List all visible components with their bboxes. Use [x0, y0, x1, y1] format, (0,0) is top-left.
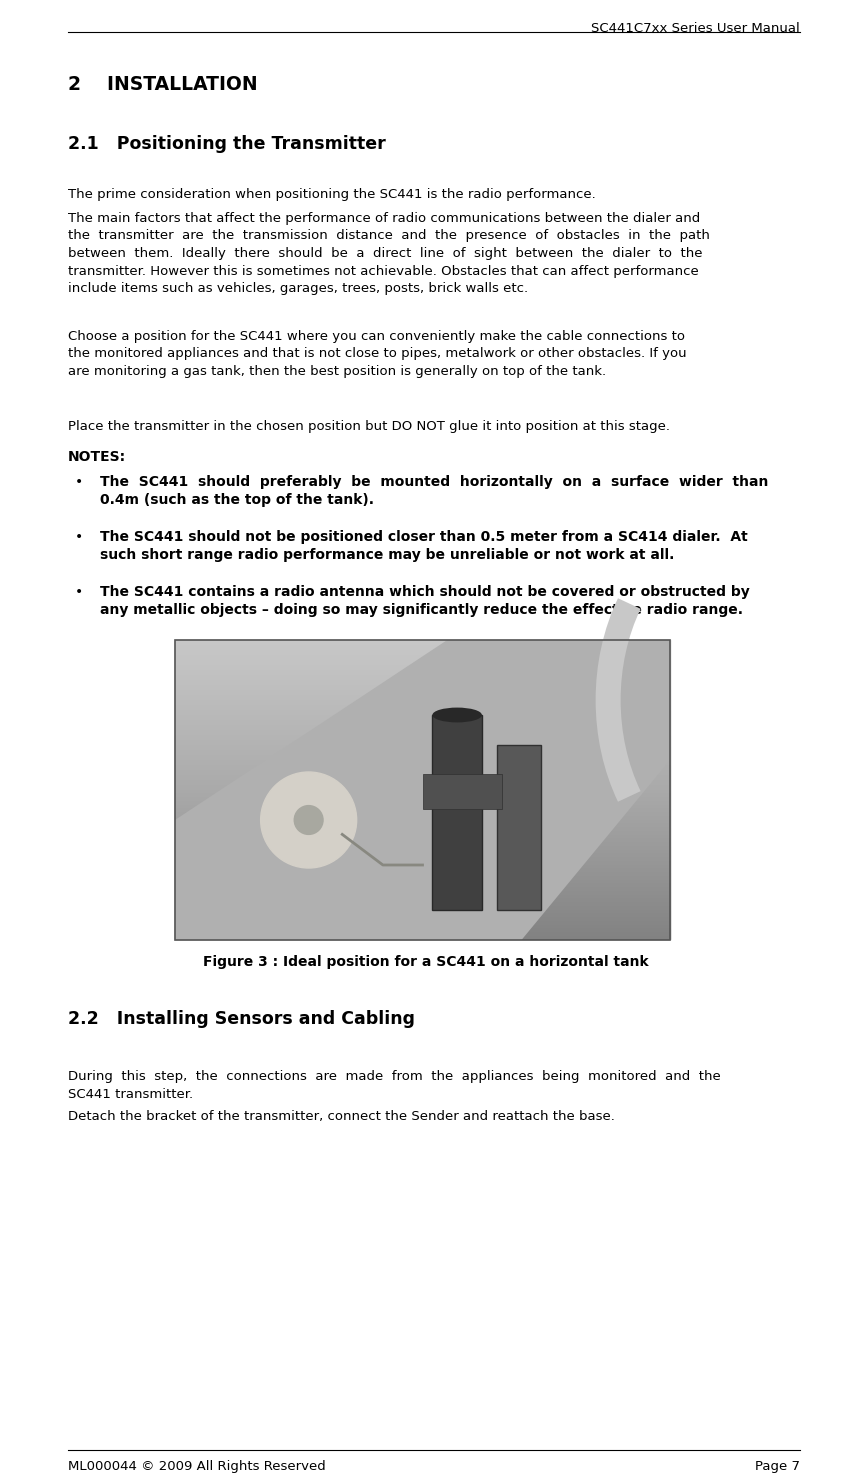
Text: The SC441 contains a radio antenna which should not be covered or obstructed by
: The SC441 contains a radio antenna which…	[100, 585, 750, 617]
Text: The  SC441  should  preferably  be  mounted  horizontally  on  a  surface  wider: The SC441 should preferably be mounted h…	[100, 475, 769, 508]
Polygon shape	[175, 640, 670, 939]
Text: •: •	[75, 530, 83, 545]
Bar	[497, 745, 541, 910]
Bar	[175, 640, 670, 939]
Text: ML000044 © 2009 All Rights Reserved: ML000044 © 2009 All Rights Reserved	[68, 1460, 325, 1474]
Text: 2.1   Positioning the Transmitter: 2.1 Positioning the Transmitter	[68, 135, 386, 153]
Bar	[423, 773, 502, 809]
Text: •: •	[75, 585, 83, 600]
Text: The prime consideration when positioning the SC441 is the radio performance.: The prime consideration when positioning…	[68, 188, 596, 200]
Text: The main factors that affect the performance of radio communications between the: The main factors that affect the perform…	[68, 212, 710, 295]
Ellipse shape	[433, 708, 482, 723]
Text: The SC441 should not be positioned closer than 0.5 meter from a SC414 dialer.  A: The SC441 should not be positioned close…	[100, 530, 748, 562]
Bar	[433, 715, 482, 910]
Text: Detach the bracket of the transmitter, connect the Sender and reattach the base.: Detach the bracket of the transmitter, c…	[68, 1110, 615, 1123]
Text: Place the transmitter in the chosen position but DO NOT glue it into position at: Place the transmitter in the chosen posi…	[68, 420, 670, 433]
Text: Choose a position for the SC441 where you can conveniently make the cable connec: Choose a position for the SC441 where yo…	[68, 329, 687, 378]
Text: 2.2   Installing Sensors and Cabling: 2.2 Installing Sensors and Cabling	[68, 1011, 415, 1028]
Text: Figure 3 : Ideal position for a SC441 on a horizontal tank: Figure 3 : Ideal position for a SC441 on…	[203, 956, 649, 969]
Text: NOTES:: NOTES:	[68, 450, 126, 464]
Text: During  this  step,  the  connections  are  made  from  the  appliances  being  : During this step, the connections are ma…	[68, 1070, 721, 1101]
Circle shape	[261, 772, 357, 868]
Text: SC441C7xx Series User Manual: SC441C7xx Series User Manual	[591, 22, 800, 36]
Text: •: •	[75, 475, 83, 490]
Text: 2    INSTALLATION: 2 INSTALLATION	[68, 76, 257, 93]
Text: Page 7: Page 7	[755, 1460, 800, 1474]
Circle shape	[294, 806, 323, 834]
